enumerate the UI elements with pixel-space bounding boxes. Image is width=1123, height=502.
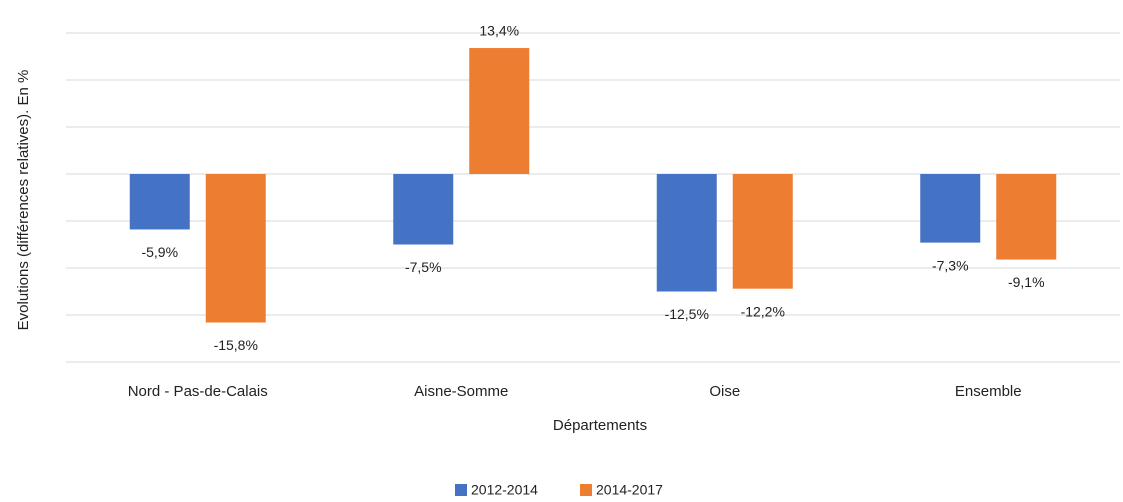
bar	[920, 174, 981, 243]
bar	[129, 174, 190, 230]
x-tick-label: Nord - Pas-de-Calais	[128, 383, 268, 400]
data-label: -5,9%	[141, 244, 178, 260]
y-axis-title: Evolutions (différences relatives). En %	[15, 70, 32, 331]
bar	[656, 174, 717, 292]
x-tick-label: Aisne-Somme	[414, 383, 508, 400]
bar	[732, 174, 793, 289]
data-label: -7,3%	[932, 257, 969, 273]
bar	[996, 174, 1057, 260]
x-tick-label: Oise	[709, 383, 740, 400]
data-label: -7,5%	[405, 259, 442, 275]
data-label: -12,5%	[665, 306, 709, 322]
legend-label: 2012-2014	[471, 482, 538, 498]
data-label: -12,2%	[741, 303, 785, 319]
legend-swatch	[455, 484, 467, 496]
bar	[469, 48, 530, 174]
legend-swatch	[580, 484, 592, 496]
legend-label: 2014-2017	[596, 482, 663, 498]
bar	[205, 174, 266, 323]
x-axis-title: Départements	[553, 417, 647, 434]
bar	[393, 174, 454, 245]
data-label: -9,1%	[1008, 274, 1045, 290]
data-label: -15,8%	[214, 337, 258, 353]
data-label: 13,4%	[479, 23, 519, 39]
x-tick-label: Ensemble	[955, 383, 1022, 400]
